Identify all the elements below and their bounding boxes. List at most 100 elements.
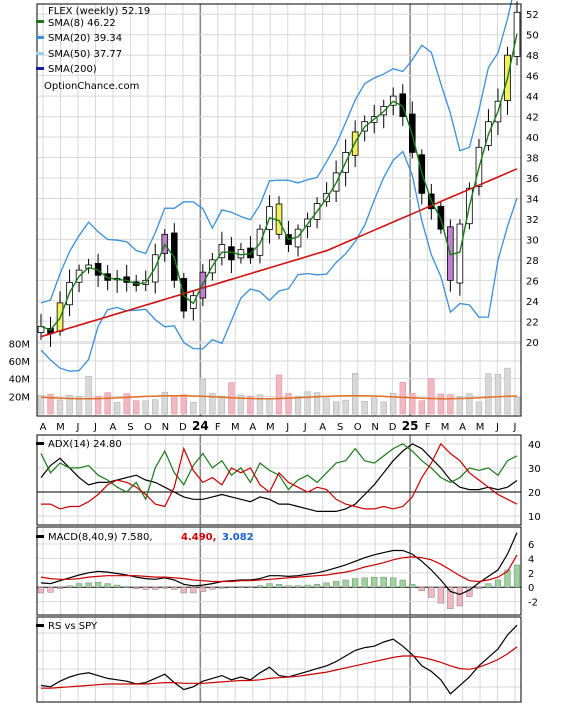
macd-label: MACD(8,40,9) 7.580, (48, 532, 153, 543)
adx-series-0 (40, 443, 518, 512)
volume-bar (285, 393, 292, 415)
volume-bar (94, 396, 102, 415)
volume-bar (390, 392, 397, 415)
adx-tick-label: 10 (528, 512, 541, 523)
volume-bar (56, 399, 64, 415)
x-tick-label: A (319, 422, 326, 433)
price-tick-label: 28 (526, 256, 539, 267)
price-tick-label: 44 (526, 92, 539, 103)
x-tick-label: M (441, 422, 450, 433)
macd-histogram-bar (352, 578, 359, 588)
rs-legend: RS vs SPY (36, 621, 98, 632)
price-tick-label: 34 (526, 194, 539, 205)
legend-sma20: SMA(20) 39.34 (48, 33, 122, 44)
volume-bar (513, 397, 521, 415)
volume-bar (494, 373, 502, 415)
adx-tick-label: 20 (528, 488, 541, 499)
x-tick-label: J (303, 422, 307, 433)
volume-tick-label: 80M (9, 339, 30, 350)
adx-tick-label: 30 (528, 464, 541, 475)
macd-histogram-bar (218, 587, 225, 589)
macd-histogram-bar (123, 586, 130, 588)
volume-bar (256, 394, 264, 415)
macd-histogram-bar (180, 587, 187, 594)
macd-histogram-bar (190, 587, 197, 594)
volume-bar (75, 396, 83, 415)
macd-histogram-bar (371, 576, 378, 588)
macd-tick-label: -2 (528, 598, 538, 609)
macd-histogram-bar (171, 587, 178, 590)
legend-sma50: SMA(50) 37.77 (48, 49, 122, 60)
macd-histogram-bar (333, 581, 340, 588)
macd-line (40, 532, 518, 596)
x-tick-label: O (144, 422, 152, 433)
x-tick-label: D (179, 422, 187, 433)
macd-histogram-bar (437, 587, 444, 604)
macd-histogram-bar (152, 587, 159, 590)
adx-series-1 (40, 443, 518, 501)
volume-bar (152, 399, 159, 415)
price-tick-label: 26 (526, 276, 539, 287)
volume-bar (180, 394, 187, 415)
macd-signal-label: 4.490, (181, 532, 216, 543)
x-tick-label: 24 (192, 419, 209, 433)
volume-bar (304, 391, 311, 415)
volume-bar (161, 391, 168, 415)
x-tick-label: A (40, 422, 47, 433)
price-tick-label: 52 (526, 10, 539, 21)
macd-histogram-bar (485, 583, 492, 588)
legend-sma8: SMA(8) 46.22 (48, 18, 116, 29)
bollinger-upper-line (40, 0, 513, 304)
watermark: OptionChance.com (44, 81, 139, 92)
macd-histogram-bar (342, 579, 349, 588)
x-tick-label: O (354, 422, 362, 433)
macd-signal-line (40, 554, 518, 583)
volume-bar (428, 378, 435, 415)
macd-tick-label: 6 (528, 540, 534, 551)
rs-label: RS vs SPY (48, 621, 98, 632)
legend-swatch-sma50 (36, 52, 44, 55)
x-tick-label: J (93, 422, 97, 433)
x-tick-label: M (56, 422, 65, 433)
volume-bar (313, 392, 321, 415)
macd-histogram-bar (75, 583, 83, 588)
macd-histogram-bar (428, 587, 435, 598)
symbol-label: FLEX (weekly) 52.19 (48, 6, 150, 17)
volume-bar (47, 393, 54, 415)
legend-swatch-sma200 (36, 67, 44, 70)
macd-histogram-bar (513, 564, 521, 588)
macd-histogram-bar (409, 584, 416, 588)
volume-bar (371, 397, 378, 415)
volume-bar (190, 401, 197, 415)
volume-average-line (40, 394, 518, 400)
x-tick-label: J (495, 422, 499, 433)
macd-histogram-bar (285, 585, 292, 588)
volume-bar (456, 396, 464, 415)
macd-histogram-bar (275, 584, 283, 588)
volume-bar (37, 395, 45, 415)
volume-bar (275, 374, 283, 415)
volume-bar (104, 392, 111, 415)
macd-histogram-bar (47, 587, 54, 593)
macd-histogram-bar (494, 579, 502, 588)
volume-bar (85, 375, 92, 415)
macd-histogram-bar (266, 583, 273, 588)
macd-histogram-bar (456, 587, 463, 607)
volume-bar (209, 392, 216, 415)
macd-histogram-bar (66, 585, 73, 588)
macd-tick-label: 2 (528, 569, 534, 580)
x-tick-label: J (513, 422, 517, 433)
x-tick-label: N (162, 422, 169, 433)
macd-histogram-bar (199, 587, 206, 592)
panel-frame-1 (36, 434, 522, 526)
price-legend: FLEX (weekly) 52.19 SMA(8) 46.22 SMA(20)… (36, 6, 150, 92)
macd-histogram-bar (447, 587, 454, 610)
macd-histogram-bar (104, 583, 111, 588)
x-tick-label: D (389, 422, 397, 433)
rs-average-line (41, 646, 518, 689)
x-tick-label: F (425, 422, 431, 433)
price-tick-label: 38 (526, 154, 539, 165)
macd-histogram-bar (361, 577, 368, 588)
x-tick-label: J (285, 422, 289, 433)
